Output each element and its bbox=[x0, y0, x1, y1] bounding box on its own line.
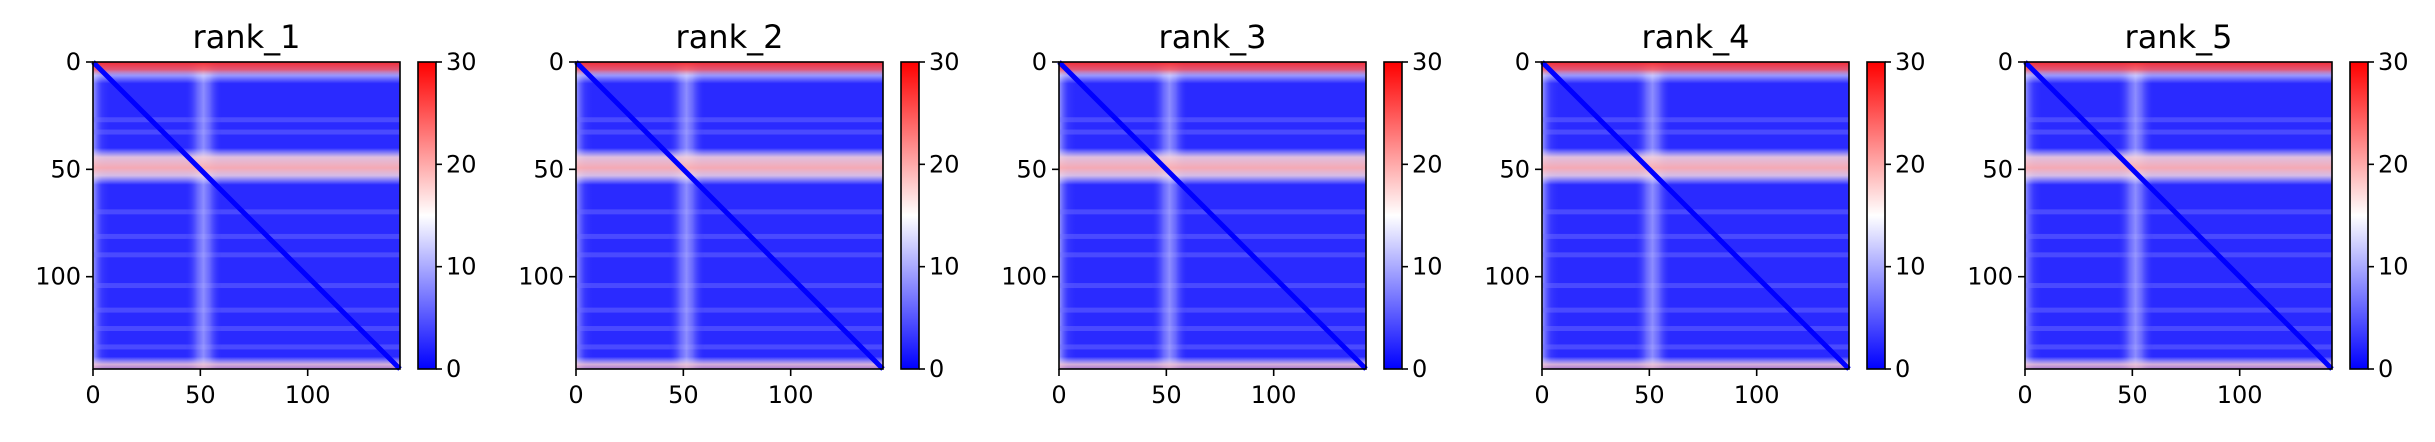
y-tick-label: 50 bbox=[1982, 155, 2013, 183]
y-tick-label: 0 bbox=[66, 48, 81, 76]
y-tick-label: 50 bbox=[1499, 155, 1530, 183]
plot-frame bbox=[1541, 61, 1850, 370]
plot-frame bbox=[2024, 61, 2333, 370]
chart-title: rank_3 bbox=[1159, 18, 1267, 56]
x-tick-label: 100 bbox=[1734, 381, 1780, 409]
x-tick-label: 0 bbox=[568, 381, 583, 409]
plot-frame bbox=[92, 61, 401, 370]
y-tick-label: 100 bbox=[1484, 263, 1530, 291]
chart-panel-2: rank_2 0 50 100 0 50 100 0 10 20 30 bbox=[518, 18, 959, 409]
x-tick-label: 100 bbox=[1251, 381, 1297, 409]
colorbar-tick-label: 10 bbox=[1895, 253, 1926, 281]
x-tick-label: 100 bbox=[768, 381, 814, 409]
x-tick-label: 50 bbox=[668, 381, 699, 409]
colorbar-tick-label: 20 bbox=[1412, 150, 1443, 178]
colorbar-tick-label: 10 bbox=[1412, 253, 1443, 281]
colorbar-tick-label: 30 bbox=[929, 48, 960, 76]
heatmap-image bbox=[91, 60, 402, 371]
chart-panel-5: rank_5 0 50 100 0 50 100 0 10 20 30 bbox=[1967, 18, 2408, 409]
y-tick-label: 100 bbox=[35, 263, 81, 291]
colorbar-tick-label: 20 bbox=[446, 150, 477, 178]
colorbar: 0 10 20 30 bbox=[900, 48, 960, 383]
chart-title: rank_4 bbox=[1642, 18, 1750, 56]
heatmap-image bbox=[1057, 60, 1368, 371]
colorbar-tick-label: 20 bbox=[2378, 150, 2409, 178]
x-tick-label: 100 bbox=[285, 381, 331, 409]
chart-title: rank_1 bbox=[193, 18, 301, 56]
colorbar-tick-label: 20 bbox=[929, 150, 960, 178]
x-tick-label: 50 bbox=[185, 381, 216, 409]
x-tick-label: 50 bbox=[1151, 381, 1182, 409]
y-tick-label: 0 bbox=[1998, 48, 2013, 76]
colorbar: 0 10 20 30 bbox=[1866, 48, 1926, 383]
y-tick-label: 0 bbox=[1515, 48, 1530, 76]
colorbar: 0 10 20 30 bbox=[417, 48, 477, 383]
colorbar-frame bbox=[1866, 61, 1886, 370]
colorbar-frame bbox=[900, 61, 920, 370]
x-tick-label: 0 bbox=[1051, 381, 1066, 409]
colorbar-gradient bbox=[1867, 62, 1885, 369]
colorbar-gradient bbox=[2350, 62, 2368, 369]
chart-title: rank_2 bbox=[676, 18, 784, 56]
colorbar-tick-label: 30 bbox=[2378, 48, 2409, 76]
plot-frame bbox=[575, 61, 884, 370]
chart-title: rank_5 bbox=[2125, 18, 2233, 56]
heatmap-image bbox=[2023, 60, 2334, 371]
colorbar-frame bbox=[417, 61, 437, 370]
chart-panel-4: rank_4 0 50 100 0 50 100 0 10 20 30 bbox=[1484, 18, 1925, 409]
colorbar-tick-label: 20 bbox=[1895, 150, 1926, 178]
x-tick-label: 50 bbox=[2117, 381, 2148, 409]
colorbar-tick-label: 10 bbox=[2378, 253, 2409, 281]
colorbar-tick-label: 0 bbox=[929, 355, 944, 383]
colorbar-tick-label: 30 bbox=[1412, 48, 1443, 76]
colorbar-frame bbox=[2349, 61, 2369, 370]
colorbar: 0 10 20 30 bbox=[2349, 48, 2409, 383]
colorbar-gradient bbox=[418, 62, 436, 369]
chart-panel-3: rank_3 0 50 100 0 50 100 0 10 20 30 bbox=[1001, 18, 1442, 409]
colorbar-tick-label: 30 bbox=[446, 48, 477, 76]
colorbar-gradient bbox=[1384, 62, 1402, 369]
x-tick-label: 100 bbox=[2217, 381, 2263, 409]
colorbar-tick-label: 10 bbox=[929, 253, 960, 281]
heatmap-image bbox=[1540, 60, 1851, 371]
colorbar: 0 10 20 30 bbox=[1383, 48, 1443, 383]
colorbar-tick-label: 0 bbox=[1895, 355, 1910, 383]
colorbar-tick-label: 0 bbox=[1412, 355, 1427, 383]
y-tick-label: 100 bbox=[1967, 263, 2013, 291]
heatmap-image bbox=[574, 60, 885, 371]
chart-panel-1: rank_1 0 50 100 0 50 100 0 10 20 30 bbox=[35, 18, 476, 409]
y-tick-label: 50 bbox=[1016, 155, 1047, 183]
x-tick-label: 0 bbox=[85, 381, 100, 409]
y-tick-label: 0 bbox=[1032, 48, 1047, 76]
colorbar-tick-label: 0 bbox=[2378, 355, 2393, 383]
y-tick-label: 50 bbox=[50, 155, 81, 183]
colorbar-tick-label: 10 bbox=[446, 253, 477, 281]
y-tick-label: 100 bbox=[1001, 263, 1047, 291]
colorbar-gradient bbox=[901, 62, 919, 369]
x-tick-label: 0 bbox=[2017, 381, 2032, 409]
plot-frame bbox=[1058, 61, 1367, 370]
y-tick-label: 0 bbox=[549, 48, 564, 76]
x-tick-label: 50 bbox=[1634, 381, 1665, 409]
colorbar-tick-label: 0 bbox=[446, 355, 461, 383]
y-tick-label: 50 bbox=[533, 155, 564, 183]
colorbar-tick-label: 30 bbox=[1895, 48, 1926, 76]
x-tick-label: 0 bbox=[1534, 381, 1549, 409]
colorbar-frame bbox=[1383, 61, 1403, 370]
y-tick-label: 100 bbox=[518, 263, 564, 291]
